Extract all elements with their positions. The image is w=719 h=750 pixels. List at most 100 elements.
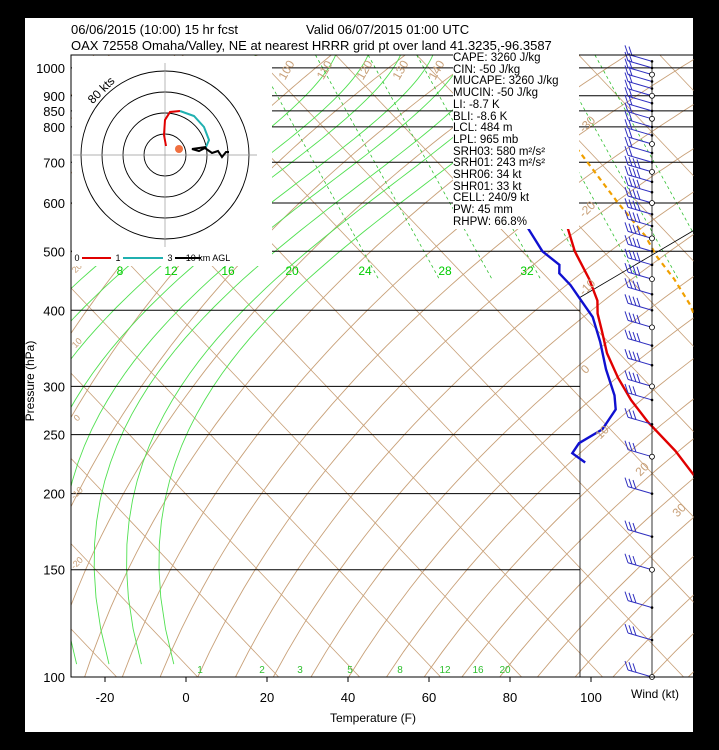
hodograph-0-1km [162, 110, 181, 147]
wind-barb-flag [628, 279, 633, 289]
y-tick-label: 250 [43, 428, 65, 443]
wind-barb-flag [628, 188, 633, 198]
wind-barb-flag [632, 189, 637, 199]
wind-barb-flag [628, 211, 633, 221]
wind-axis-label: Wind (kt) [631, 687, 679, 701]
wind-height-marker [649, 453, 655, 460]
wind-barb-flag [628, 554, 633, 565]
wind-barb-flag [636, 159, 641, 169]
wind-barb-flag [632, 331, 637, 342]
wind-barb-flag [636, 297, 641, 308]
wind-barb-flag [632, 626, 637, 636]
wind-barb-flag [636, 190, 641, 200]
wind-dot [650, 344, 654, 347]
wind-dot [650, 125, 654, 129]
mixing-ratio-label: 8 [397, 665, 403, 676]
wind-barb-flag [624, 58, 629, 68]
x-tick-label: 0 [182, 690, 189, 705]
wind-dot [650, 224, 654, 228]
wind-barb-flag [624, 311, 629, 321]
wind-barb-flag [632, 296, 637, 306]
wind-barb-flag [632, 178, 637, 188]
wind-dot [650, 398, 654, 402]
lcl-value: LCL: 484 m [453, 122, 513, 135]
wind-dot [650, 535, 654, 538]
y-tick-label: 150 [43, 563, 65, 578]
wind-barb-flag [624, 136, 629, 147]
wind-barb-flag [632, 522, 637, 533]
station-title: OAX 72558 Omaha/Valley, NE at nearest HR… [71, 38, 552, 53]
lpl-value: LPL: 965 mb [453, 133, 519, 146]
moist-adiabat-label: 28 [438, 264, 452, 278]
wind-barb-flag [624, 198, 629, 208]
wind-dot [650, 87, 654, 90]
wind-barb-flag [624, 51, 629, 62]
moist-adiabat-label: 16 [221, 264, 235, 278]
wind-barb-flag [624, 591, 629, 601]
wind-dot [650, 101, 654, 105]
wind-dot [650, 422, 654, 426]
x-tick-label: -20 [96, 690, 115, 705]
wind-barb-flag [636, 314, 641, 325]
rhpw-value: RHPW: 66.8% [453, 215, 527, 228]
wind-barb-flag [632, 593, 637, 604]
mixing-ratio-line [367, 55, 493, 280]
wind-barb-flag [624, 119, 629, 129]
wind-dot [650, 66, 654, 70]
isotherm [71, 202, 522, 677]
wind-barb-flag [624, 87, 629, 97]
moist-adiabat-label: 20 [285, 264, 299, 278]
wind-barb-flag [624, 477, 629, 487]
wind-barb-flag [632, 410, 637, 420]
wind-barb-flag [632, 212, 637, 222]
x-tick-label: 100 [580, 690, 602, 705]
isotherm [173, 55, 694, 604]
mixing-ratio-label: 16 [472, 665, 484, 676]
wind-dot [650, 180, 654, 184]
mixing-ratio-line [254, 55, 379, 280]
wind-barb-flag [624, 248, 629, 258]
wind-barb-flag [636, 373, 641, 384]
wind-dot [650, 151, 654, 155]
wind-barb-flag [624, 65, 629, 75]
wind-barb-flag [624, 408, 629, 418]
dry-adiabat [423, 398, 694, 677]
wind-barb-flag [628, 330, 633, 340]
y-tick-label: 700 [43, 155, 65, 170]
wind-barb-flag [624, 222, 629, 232]
wind-barb-flag [628, 312, 633, 322]
hodograph-legend-label: 0 [74, 253, 79, 263]
mucin-value: MUCIN: -50 J/kg [453, 87, 538, 100]
wind-barb-flag [624, 209, 629, 220]
mixing-ratio-line [594, 55, 694, 236]
wind-barb-flag [636, 252, 641, 262]
wind-barb-flag [624, 520, 629, 530]
srh03-value: SRH03: 580 m²/s² [453, 145, 546, 158]
wind-barb-flag [632, 313, 637, 323]
wind-dot [650, 60, 654, 63]
wind-dot [650, 134, 654, 137]
y-tick-label: 100 [43, 670, 65, 685]
wind-barb-flag [632, 351, 637, 361]
wind-barb-flag [628, 147, 633, 157]
y-tick-label: 1000 [36, 61, 65, 76]
pw-value: PW: 45 mm [453, 204, 513, 217]
wind-barb-flag [628, 295, 633, 305]
wind-barb-flag [628, 166, 633, 177]
mixing-ratio-label: 12 [439, 665, 451, 676]
wind-barb-flag [636, 225, 641, 236]
wind-barb-flag [624, 383, 629, 394]
wind-barb-flag [628, 120, 633, 130]
cin-value: CIN: -50 J/kg [453, 63, 521, 76]
wind-barb-flag [632, 555, 637, 566]
wind-height-marker [649, 235, 655, 242]
li-value: LI: -8.7 K [453, 98, 500, 111]
wind-barb-flag [628, 236, 633, 246]
wind-barb-flag [632, 479, 637, 490]
plot-frame [70, 54, 695, 678]
wind-barb-flag [636, 213, 641, 223]
wind-dot [650, 80, 654, 83]
x-tick-label: 40 [341, 690, 355, 705]
wind-dot [650, 249, 654, 253]
